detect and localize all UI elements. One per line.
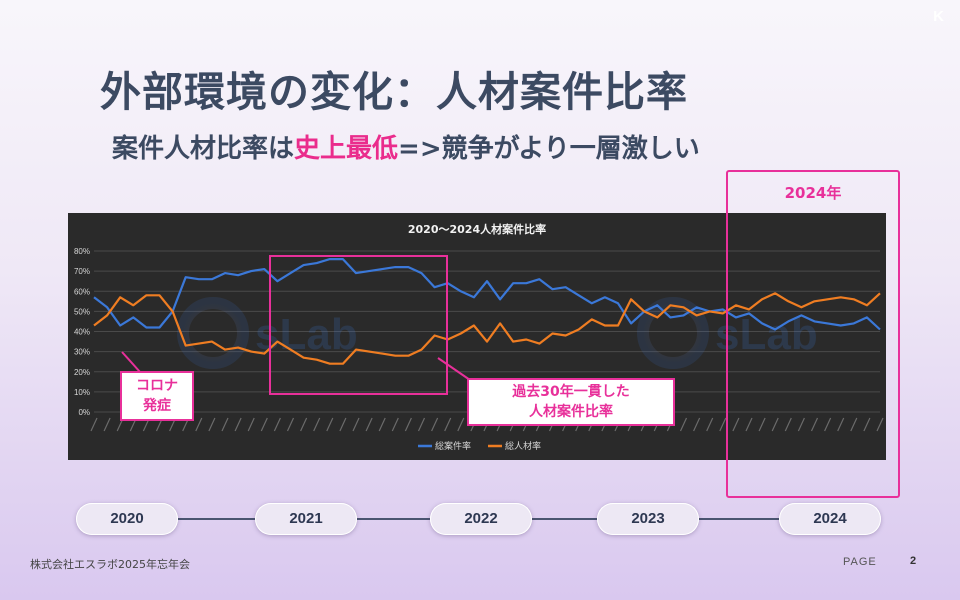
y-tick-label: 20% bbox=[74, 368, 90, 377]
x-tick-mark bbox=[326, 417, 334, 432]
x-tick-mark bbox=[810, 417, 819, 432]
x-tick-mark bbox=[706, 417, 714, 432]
x-tick-mark bbox=[234, 417, 242, 432]
year-2024-label: 2024年 bbox=[784, 184, 842, 202]
x-tick-mark bbox=[719, 417, 727, 432]
legend-label: 総案件率 bbox=[435, 440, 471, 452]
y-tick-label: 60% bbox=[74, 287, 90, 296]
x-tick-mark bbox=[679, 417, 688, 432]
lowest-ratio-label: 過去30年一貫した 人材案件比率 bbox=[467, 378, 675, 426]
x-tick-mark bbox=[863, 417, 871, 432]
corona-label-line2: 発症 bbox=[143, 398, 171, 414]
lowest-arrow bbox=[437, 357, 471, 381]
x-tick-mark bbox=[404, 417, 412, 432]
timeline-year-2021[interactable]: 2021 bbox=[255, 503, 357, 535]
x-tick-mark bbox=[391, 417, 399, 432]
timeline-year-2023[interactable]: 2023 bbox=[597, 503, 699, 535]
slide-title: 外部環境の変化：人材案件比率 bbox=[100, 68, 688, 116]
watermark-logo-icon bbox=[177, 297, 249, 369]
x-tick-mark bbox=[260, 417, 268, 432]
x-tick-mark bbox=[837, 417, 845, 432]
x-tick-mark bbox=[90, 417, 98, 432]
x-tick-mark bbox=[431, 417, 439, 432]
x-tick-mark bbox=[758, 417, 766, 432]
x-tick-mark bbox=[771, 417, 779, 432]
x-tick-mark bbox=[784, 417, 792, 432]
x-tick-mark bbox=[339, 417, 347, 432]
lowest-ratio-label-line2: 人材案件比率 bbox=[529, 404, 613, 420]
y-tick-label: 30% bbox=[74, 348, 90, 357]
subtitle-suffix: =>競争がより一層激しい bbox=[398, 134, 700, 164]
watermark-text: sLab bbox=[715, 310, 818, 359]
x-tick-mark bbox=[286, 417, 295, 432]
footer-page-number: 2 bbox=[910, 555, 917, 567]
x-tick-mark bbox=[365, 417, 373, 432]
chart-title: 2020～2024人材案件比率 bbox=[408, 222, 546, 236]
highlight-box-2021 bbox=[269, 255, 448, 395]
x-tick-mark bbox=[693, 417, 701, 432]
footer-page-label: PAGE bbox=[843, 556, 877, 568]
x-tick-mark bbox=[208, 417, 216, 432]
x-tick-mark bbox=[457, 417, 465, 432]
watermark-logo-icon bbox=[637, 297, 709, 369]
x-tick-mark bbox=[103, 417, 111, 432]
timeline-year-2020[interactable]: 2020 bbox=[76, 503, 178, 535]
y-tick-label: 70% bbox=[74, 267, 90, 276]
corona-arrow bbox=[121, 351, 141, 373]
y-tick-label: 50% bbox=[74, 307, 90, 316]
timeline-year-2022[interactable]: 2022 bbox=[430, 503, 532, 535]
x-tick-mark bbox=[417, 417, 426, 432]
y-tick-label: 80% bbox=[74, 247, 90, 256]
series-line-total-projects bbox=[93, 257, 881, 331]
lowest-ratio-label-line1: 過去30年一貫した bbox=[512, 384, 630, 400]
x-tick-mark bbox=[300, 417, 308, 432]
x-tick-mark bbox=[745, 417, 753, 432]
y-tick-label: 10% bbox=[74, 388, 90, 397]
x-tick-mark bbox=[352, 417, 360, 432]
x-tick-mark bbox=[824, 417, 832, 432]
series-line-total-talent bbox=[93, 292, 881, 365]
x-tick-mark bbox=[247, 417, 255, 432]
y-tick-label: 0% bbox=[78, 408, 90, 417]
x-tick-mark bbox=[850, 417, 858, 432]
x-tick-mark bbox=[221, 417, 229, 432]
corner-mark: K bbox=[933, 8, 944, 25]
line-chart: sLab sLab 2020～2024人材案件比率 0% 10% 20% 30% 40% 50… bbox=[74, 222, 884, 452]
highlight-box-2024: 2024年 bbox=[726, 170, 900, 498]
x-tick-mark bbox=[444, 417, 452, 432]
x-tick-mark bbox=[313, 417, 321, 432]
x-tick-mark bbox=[876, 417, 884, 432]
x-tick-mark bbox=[273, 417, 281, 432]
x-tick-mark bbox=[195, 417, 203, 432]
y-tick-label: 40% bbox=[74, 328, 90, 337]
x-tick-mark bbox=[378, 417, 386, 432]
x-tick-mark bbox=[732, 417, 740, 432]
x-tick-mark bbox=[797, 417, 805, 432]
watermark-text: sLab bbox=[255, 310, 358, 359]
slide-subtitle: 案件人材比率は史上最低=>競争がより一層激しい bbox=[112, 128, 700, 165]
timeline-year-2024[interactable]: 2024 bbox=[779, 503, 881, 535]
subtitle-prefix: 案件人材比率は bbox=[112, 134, 295, 164]
legend-label: 総人材率 bbox=[505, 440, 541, 452]
subtitle-highlight: 史上最低 bbox=[294, 134, 399, 164]
chart-panel: sLab sLab 2020～2024人材案件比率 0% 10% 20% 30% 40% 50… bbox=[68, 213, 886, 460]
corona-label: コロナ 発症 bbox=[120, 371, 194, 421]
corona-label-line1: コロナ bbox=[136, 378, 178, 394]
footer-company: 株式会社エスラボ2025年忘年会 bbox=[30, 558, 190, 571]
